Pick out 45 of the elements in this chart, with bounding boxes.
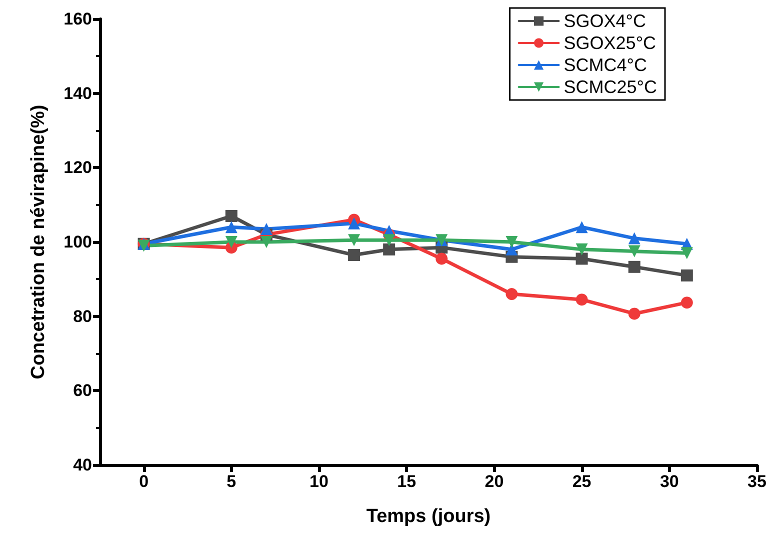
point [506, 288, 518, 300]
point [506, 236, 518, 248]
y-tick-label: 140 [64, 84, 92, 103]
legend-label: SGOX4°C [564, 11, 646, 31]
point [628, 260, 640, 273]
y-tick-label: 160 [64, 10, 92, 28]
x-tick-label: 20 [484, 472, 504, 491]
point [225, 210, 238, 222]
point [383, 243, 396, 256]
point [260, 222, 272, 235]
point [576, 294, 588, 306]
point [576, 252, 588, 265]
point [225, 221, 238, 234]
point [348, 249, 360, 262]
point [680, 247, 693, 260]
legend-label: SCMC4°C [564, 55, 647, 75]
point [348, 217, 360, 230]
y-tick-label: 40 [73, 456, 92, 474]
y-tick-label: 80 [73, 306, 92, 326]
x-tick-label: 15 [397, 472, 416, 491]
point [436, 252, 448, 265]
y-axis-title: Concetration de névirapine(%) [28, 104, 49, 380]
legend-label: SCMC25°C [564, 77, 657, 97]
point [348, 234, 360, 246]
x-tick-label: 25 [572, 472, 592, 491]
y-tick-label: 100 [64, 232, 92, 252]
x-tick-label: 0 [139, 472, 149, 491]
point [576, 243, 588, 256]
x-axis-title: Temps (jours) [366, 506, 491, 527]
point [680, 296, 693, 309]
x-tick-label: 30 [660, 472, 679, 491]
x-tick-label: 35 [748, 472, 766, 491]
point [628, 308, 640, 320]
point [576, 221, 588, 234]
point [383, 234, 396, 246]
x-tick-label: 5 [226, 472, 236, 491]
y-tick-label: 120 [64, 158, 92, 178]
legend-label: SGOX25°C [564, 33, 656, 53]
point [225, 236, 238, 248]
y-tick-label: 60 [73, 381, 92, 400]
point [260, 236, 272, 248]
point [680, 269, 693, 282]
point [628, 245, 640, 258]
point [628, 232, 640, 244]
x-tick-label: 10 [310, 472, 328, 491]
